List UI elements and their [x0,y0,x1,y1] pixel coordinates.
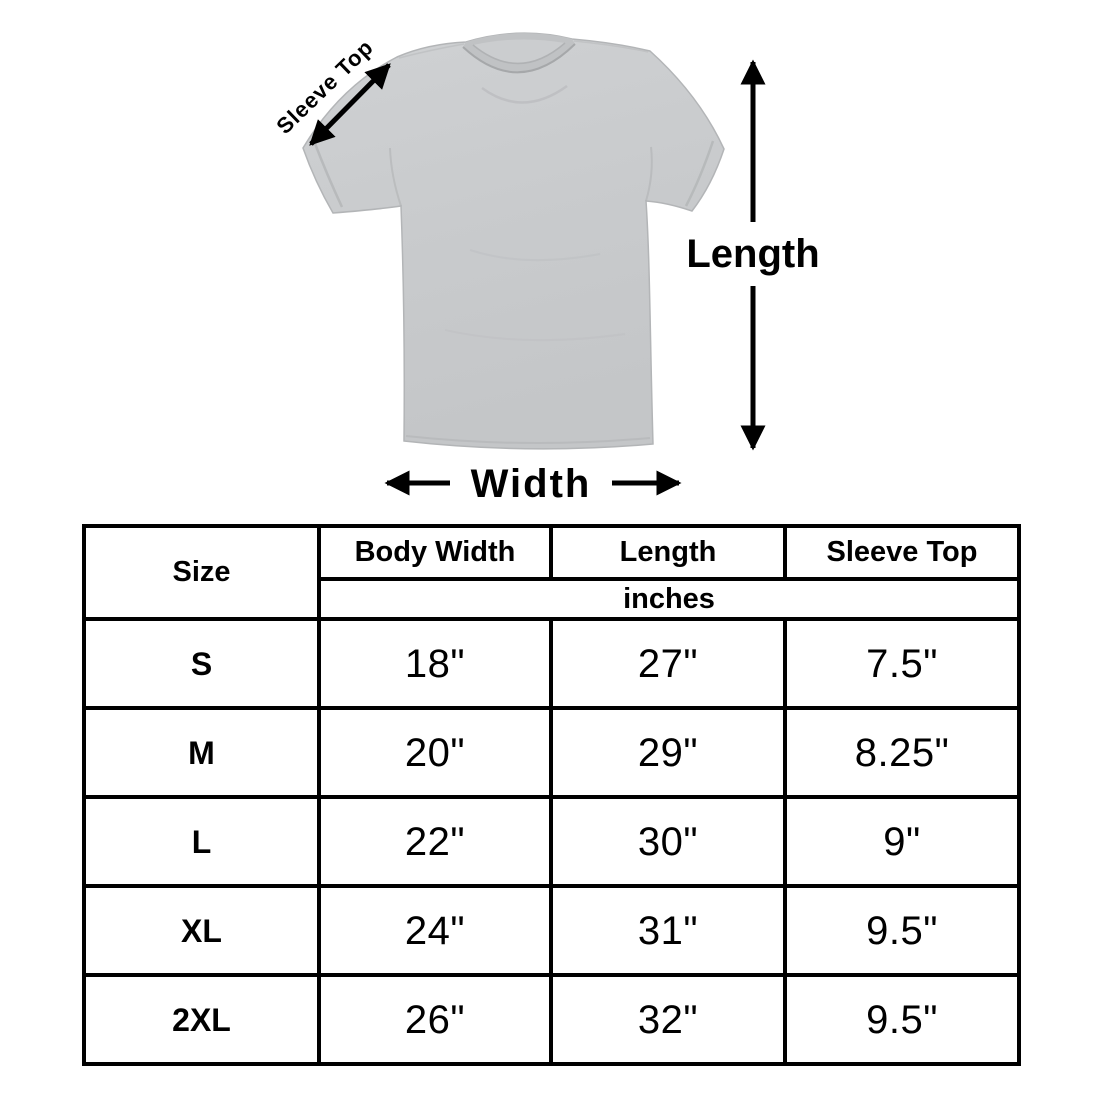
body-width-cell: 22" [317,795,553,888]
table-row-l: L 22" 30" 9" [82,795,1021,888]
width-dimension: Width [384,462,682,506]
sleeve-top-cell: 7.5" [783,617,1021,710]
tshirt-graphic [302,32,725,450]
length-label: Length [686,232,819,276]
length-cell: 32" [549,973,787,1066]
sleeve-top-cell: 8.25" [783,706,1021,799]
column-header-body-width: Body Width [317,524,553,581]
column-header-sleeve-top: Sleeve Top [783,524,1021,581]
length-cell: 31" [549,884,787,977]
size-cell: 2XL [82,973,321,1066]
size-cell: L [82,795,321,888]
table-row-2xl: 2XL 26" 32" 9.5" [82,973,1021,1066]
size-chart-table: Size Body Width Length Sleeve Top inches… [82,524,1021,1066]
size-cell: XL [82,884,321,977]
column-header-size: Size [82,524,321,621]
tshirt-measurement-illustration: Sleeve Top Length Width [271,32,820,506]
size-cell: M [82,706,321,799]
length-dimension: Length [686,59,820,451]
body-width-cell: 24" [317,884,553,977]
length-cell: 30" [549,795,787,888]
body-width-cell: 26" [317,973,553,1066]
table-row-m: M 20" 29" 8.25" [82,706,1021,799]
sleeve-top-cell: 9" [783,795,1021,888]
size-cell: S [82,617,321,710]
sleeve-top-arrow [309,63,391,146]
table-row-xl: XL 24" 31" 9.5" [82,884,1021,977]
sleeve-top-cell: 9.5" [783,973,1021,1066]
header-row: Size Body Width Length Sleeve Top [82,524,1021,621]
length-cell: 29" [549,706,787,799]
body-width-cell: 20" [317,706,553,799]
length-cell: 27" [549,617,787,710]
width-label: Width [471,462,592,506]
unit-row: inches [84,577,1021,621]
table-row-s: S 18" 27" 7.5" [82,617,1021,710]
column-header-length: Length [549,524,787,581]
unit-header: inches [317,577,1021,621]
measurement-diagram: Sleeve Top Length Width [0,0,1100,520]
sleeve-top-cell: 9.5" [783,884,1021,977]
body-width-cell: 18" [317,617,553,710]
